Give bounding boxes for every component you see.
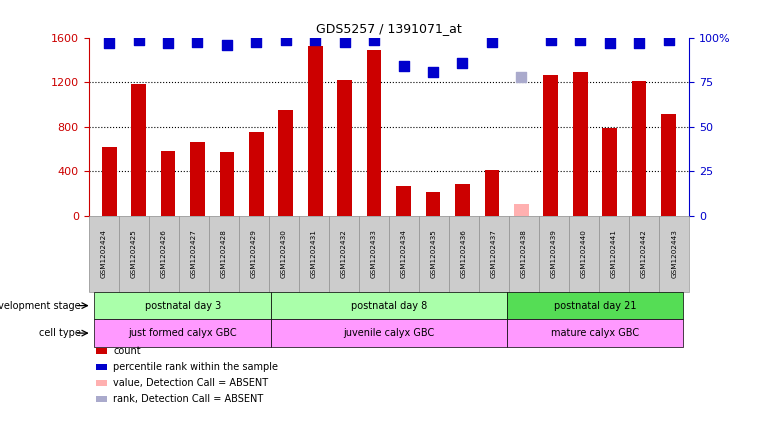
Text: count: count <box>113 346 141 356</box>
Text: GSM1202437: GSM1202437 <box>491 229 497 278</box>
Text: juvenile calyx GBC: juvenile calyx GBC <box>343 328 434 338</box>
Text: GSM1202424: GSM1202424 <box>101 229 106 278</box>
Bar <box>308 46 323 216</box>
Bar <box>484 170 499 216</box>
Point <box>191 38 203 45</box>
Bar <box>573 72 588 216</box>
Text: GSM1202439: GSM1202439 <box>551 229 557 278</box>
Text: cell type: cell type <box>39 328 81 338</box>
Bar <box>426 192 440 216</box>
Bar <box>279 110 293 216</box>
Bar <box>102 147 116 216</box>
Point <box>250 38 263 45</box>
Text: postnatal day 21: postnatal day 21 <box>554 301 636 310</box>
Point <box>457 60 469 66</box>
Text: rank, Detection Call = ABSENT: rank, Detection Call = ABSENT <box>113 394 263 404</box>
Bar <box>602 128 617 216</box>
Text: postnatal day 3: postnatal day 3 <box>145 301 221 310</box>
Text: GSM1202429: GSM1202429 <box>251 229 256 278</box>
Bar <box>337 80 352 216</box>
Point <box>427 69 439 75</box>
Text: percentile rank within the sample: percentile rank within the sample <box>113 362 278 372</box>
Text: GSM1202432: GSM1202432 <box>341 229 346 278</box>
Text: GSM1202443: GSM1202443 <box>671 229 677 278</box>
Point <box>103 40 116 47</box>
Text: GSM1202427: GSM1202427 <box>191 229 196 278</box>
Bar <box>161 151 176 216</box>
Text: GSM1202431: GSM1202431 <box>311 229 316 278</box>
Bar <box>455 184 470 216</box>
Text: GSM1202433: GSM1202433 <box>371 229 377 278</box>
Text: GSM1202434: GSM1202434 <box>401 229 407 278</box>
Point <box>339 38 351 45</box>
Bar <box>544 75 558 216</box>
Text: GSM1202426: GSM1202426 <box>161 229 166 278</box>
Point <box>604 40 616 47</box>
Bar <box>131 84 146 216</box>
Bar <box>397 186 411 216</box>
Text: development stage: development stage <box>0 301 81 310</box>
Text: GSM1202442: GSM1202442 <box>641 229 647 278</box>
Text: just formed calyx GBC: just formed calyx GBC <box>129 328 237 338</box>
Text: GSM1202438: GSM1202438 <box>521 229 527 278</box>
Text: GSM1202441: GSM1202441 <box>611 229 617 278</box>
Point <box>662 36 675 43</box>
Point <box>309 36 321 43</box>
Bar <box>190 143 205 216</box>
Text: mature calyx GBC: mature calyx GBC <box>551 328 639 338</box>
Point <box>515 74 527 80</box>
Text: GSM1202425: GSM1202425 <box>131 229 136 278</box>
Bar <box>367 50 381 216</box>
Point <box>544 36 557 43</box>
Point <box>280 36 292 43</box>
Point <box>162 40 174 47</box>
Text: GSM1202428: GSM1202428 <box>221 229 226 278</box>
Text: value, Detection Call = ABSENT: value, Detection Call = ABSENT <box>113 378 268 388</box>
Point <box>486 38 498 45</box>
Bar <box>249 132 263 216</box>
Point <box>633 40 645 47</box>
Point <box>132 36 145 43</box>
Point <box>368 36 380 43</box>
Point <box>397 63 410 70</box>
Text: GSM1202435: GSM1202435 <box>431 229 437 278</box>
Point <box>574 36 587 43</box>
Bar <box>514 203 529 216</box>
Bar <box>661 114 676 216</box>
Text: GSM1202436: GSM1202436 <box>461 229 467 278</box>
Text: GSM1202440: GSM1202440 <box>581 229 587 278</box>
Bar <box>631 81 647 216</box>
Title: GDS5257 / 1391071_at: GDS5257 / 1391071_at <box>316 22 462 36</box>
Bar <box>219 152 234 216</box>
Text: postnatal day 8: postnatal day 8 <box>350 301 427 310</box>
Text: GSM1202430: GSM1202430 <box>281 229 286 278</box>
Point <box>221 42 233 49</box>
